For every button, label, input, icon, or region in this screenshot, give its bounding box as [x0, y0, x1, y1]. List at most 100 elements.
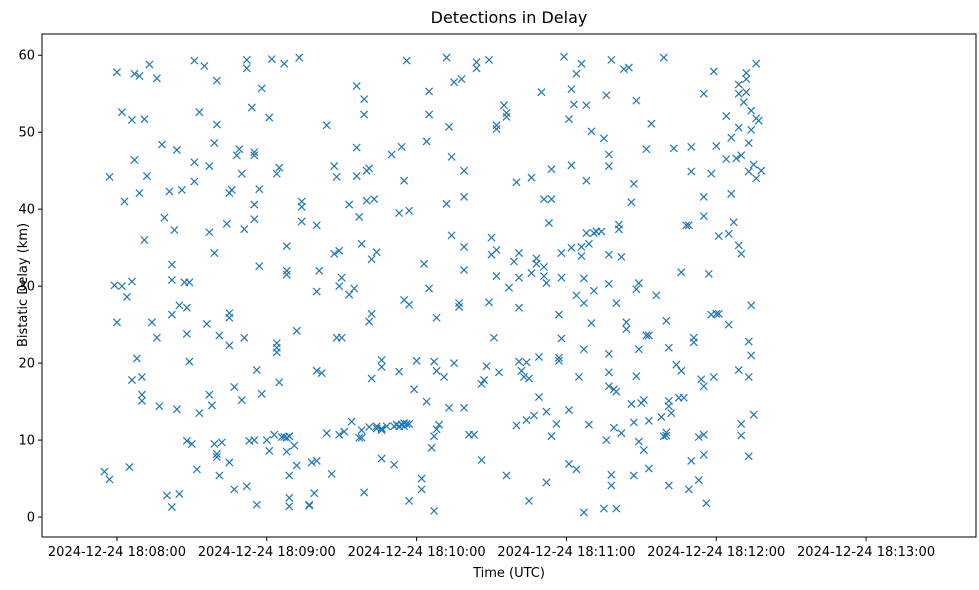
data-point: [247, 103, 256, 112]
data-point: [699, 450, 708, 459]
data-point: [250, 436, 259, 445]
data-point: [267, 55, 276, 64]
data-point: [502, 108, 511, 117]
data-point: [365, 422, 374, 432]
data-point: [577, 252, 586, 261]
data-point: [255, 262, 264, 271]
data-point: [250, 215, 259, 224]
data-point: [282, 270, 291, 279]
data-point: [212, 449, 221, 458]
data-point: [265, 446, 274, 455]
data-point: [137, 390, 146, 399]
data-points: [100, 52, 766, 517]
data-point: [617, 429, 626, 438]
data-point: [734, 123, 743, 132]
data-point: [332, 172, 341, 181]
data-point: [210, 249, 219, 258]
data-point: [747, 106, 756, 115]
data-point: [337, 333, 346, 342]
data-point: [242, 482, 251, 491]
axes-frame: [41, 33, 977, 538]
data-point: [729, 218, 738, 227]
data-point: [582, 229, 591, 238]
data-point: [367, 255, 376, 264]
data-point: [447, 152, 456, 161]
data-point: [192, 465, 201, 474]
data-point: [539, 272, 548, 281]
data-point: [629, 418, 638, 427]
data-point: [699, 430, 708, 439]
data-point: [290, 441, 299, 450]
data-point: [699, 89, 708, 98]
data-point: [664, 481, 673, 490]
data-point: [297, 202, 306, 211]
data-point: [227, 185, 236, 194]
data-point: [225, 313, 234, 322]
data-point: [529, 411, 538, 420]
data-point: [242, 55, 251, 64]
data-point: [430, 432, 439, 441]
data-point: [370, 195, 379, 204]
data-point: [564, 459, 573, 468]
plot-area: [100, 52, 766, 517]
data-point: [632, 96, 641, 105]
data-point: [579, 508, 588, 517]
data-point: [644, 464, 653, 473]
data-point: [492, 272, 501, 281]
data-point: [704, 269, 713, 278]
data-point: [604, 150, 613, 159]
data-point: [739, 98, 748, 107]
data-point: [482, 362, 491, 371]
data-point: [105, 172, 114, 181]
data-point: [167, 310, 176, 319]
data-point: [664, 402, 673, 411]
data-point: [312, 221, 321, 230]
data-point: [212, 120, 221, 129]
data-point: [322, 429, 331, 438]
data-point: [712, 309, 721, 318]
data-point: [190, 177, 199, 186]
data-point: [152, 333, 161, 342]
data-point: [377, 356, 386, 365]
data-point: [127, 115, 136, 124]
data-point: [737, 419, 746, 428]
data-point: [734, 366, 743, 375]
data-point: [377, 454, 386, 463]
data-point: [702, 499, 711, 508]
data-point: [250, 151, 259, 160]
data-point: [335, 282, 344, 291]
data-point: [754, 116, 763, 125]
data-point: [435, 420, 444, 429]
data-point: [312, 456, 321, 465]
data-point: [187, 439, 196, 448]
data-point: [579, 274, 588, 283]
data-point: [642, 331, 651, 340]
y-tick-label: 0: [27, 511, 35, 526]
data-point: [544, 219, 553, 228]
data-point: [280, 59, 289, 68]
data-point: [372, 248, 381, 257]
data-point: [182, 436, 191, 445]
data-point: [387, 150, 396, 159]
data-point: [135, 188, 144, 198]
y-axis-ticks: 0 10 20 30 40 50 60: [18, 49, 42, 526]
data-point: [402, 56, 411, 65]
data-point: [237, 396, 246, 405]
data-point: [382, 422, 391, 431]
data-point: [427, 443, 436, 452]
data-point: [732, 154, 741, 163]
data-point: [295, 53, 304, 62]
data-point: [395, 367, 404, 376]
data-point: [492, 125, 501, 134]
data-point: [402, 419, 411, 428]
data-point: [584, 420, 593, 429]
x-tick-label: 2024-12-24 18:12:00: [647, 545, 785, 560]
data-point: [629, 179, 638, 188]
data-point: [345, 290, 354, 299]
data-point: [397, 142, 406, 151]
data-point: [285, 493, 294, 502]
data-point: [577, 59, 586, 68]
data-point: [669, 144, 678, 153]
data-point: [195, 108, 204, 117]
data-point: [167, 260, 176, 269]
